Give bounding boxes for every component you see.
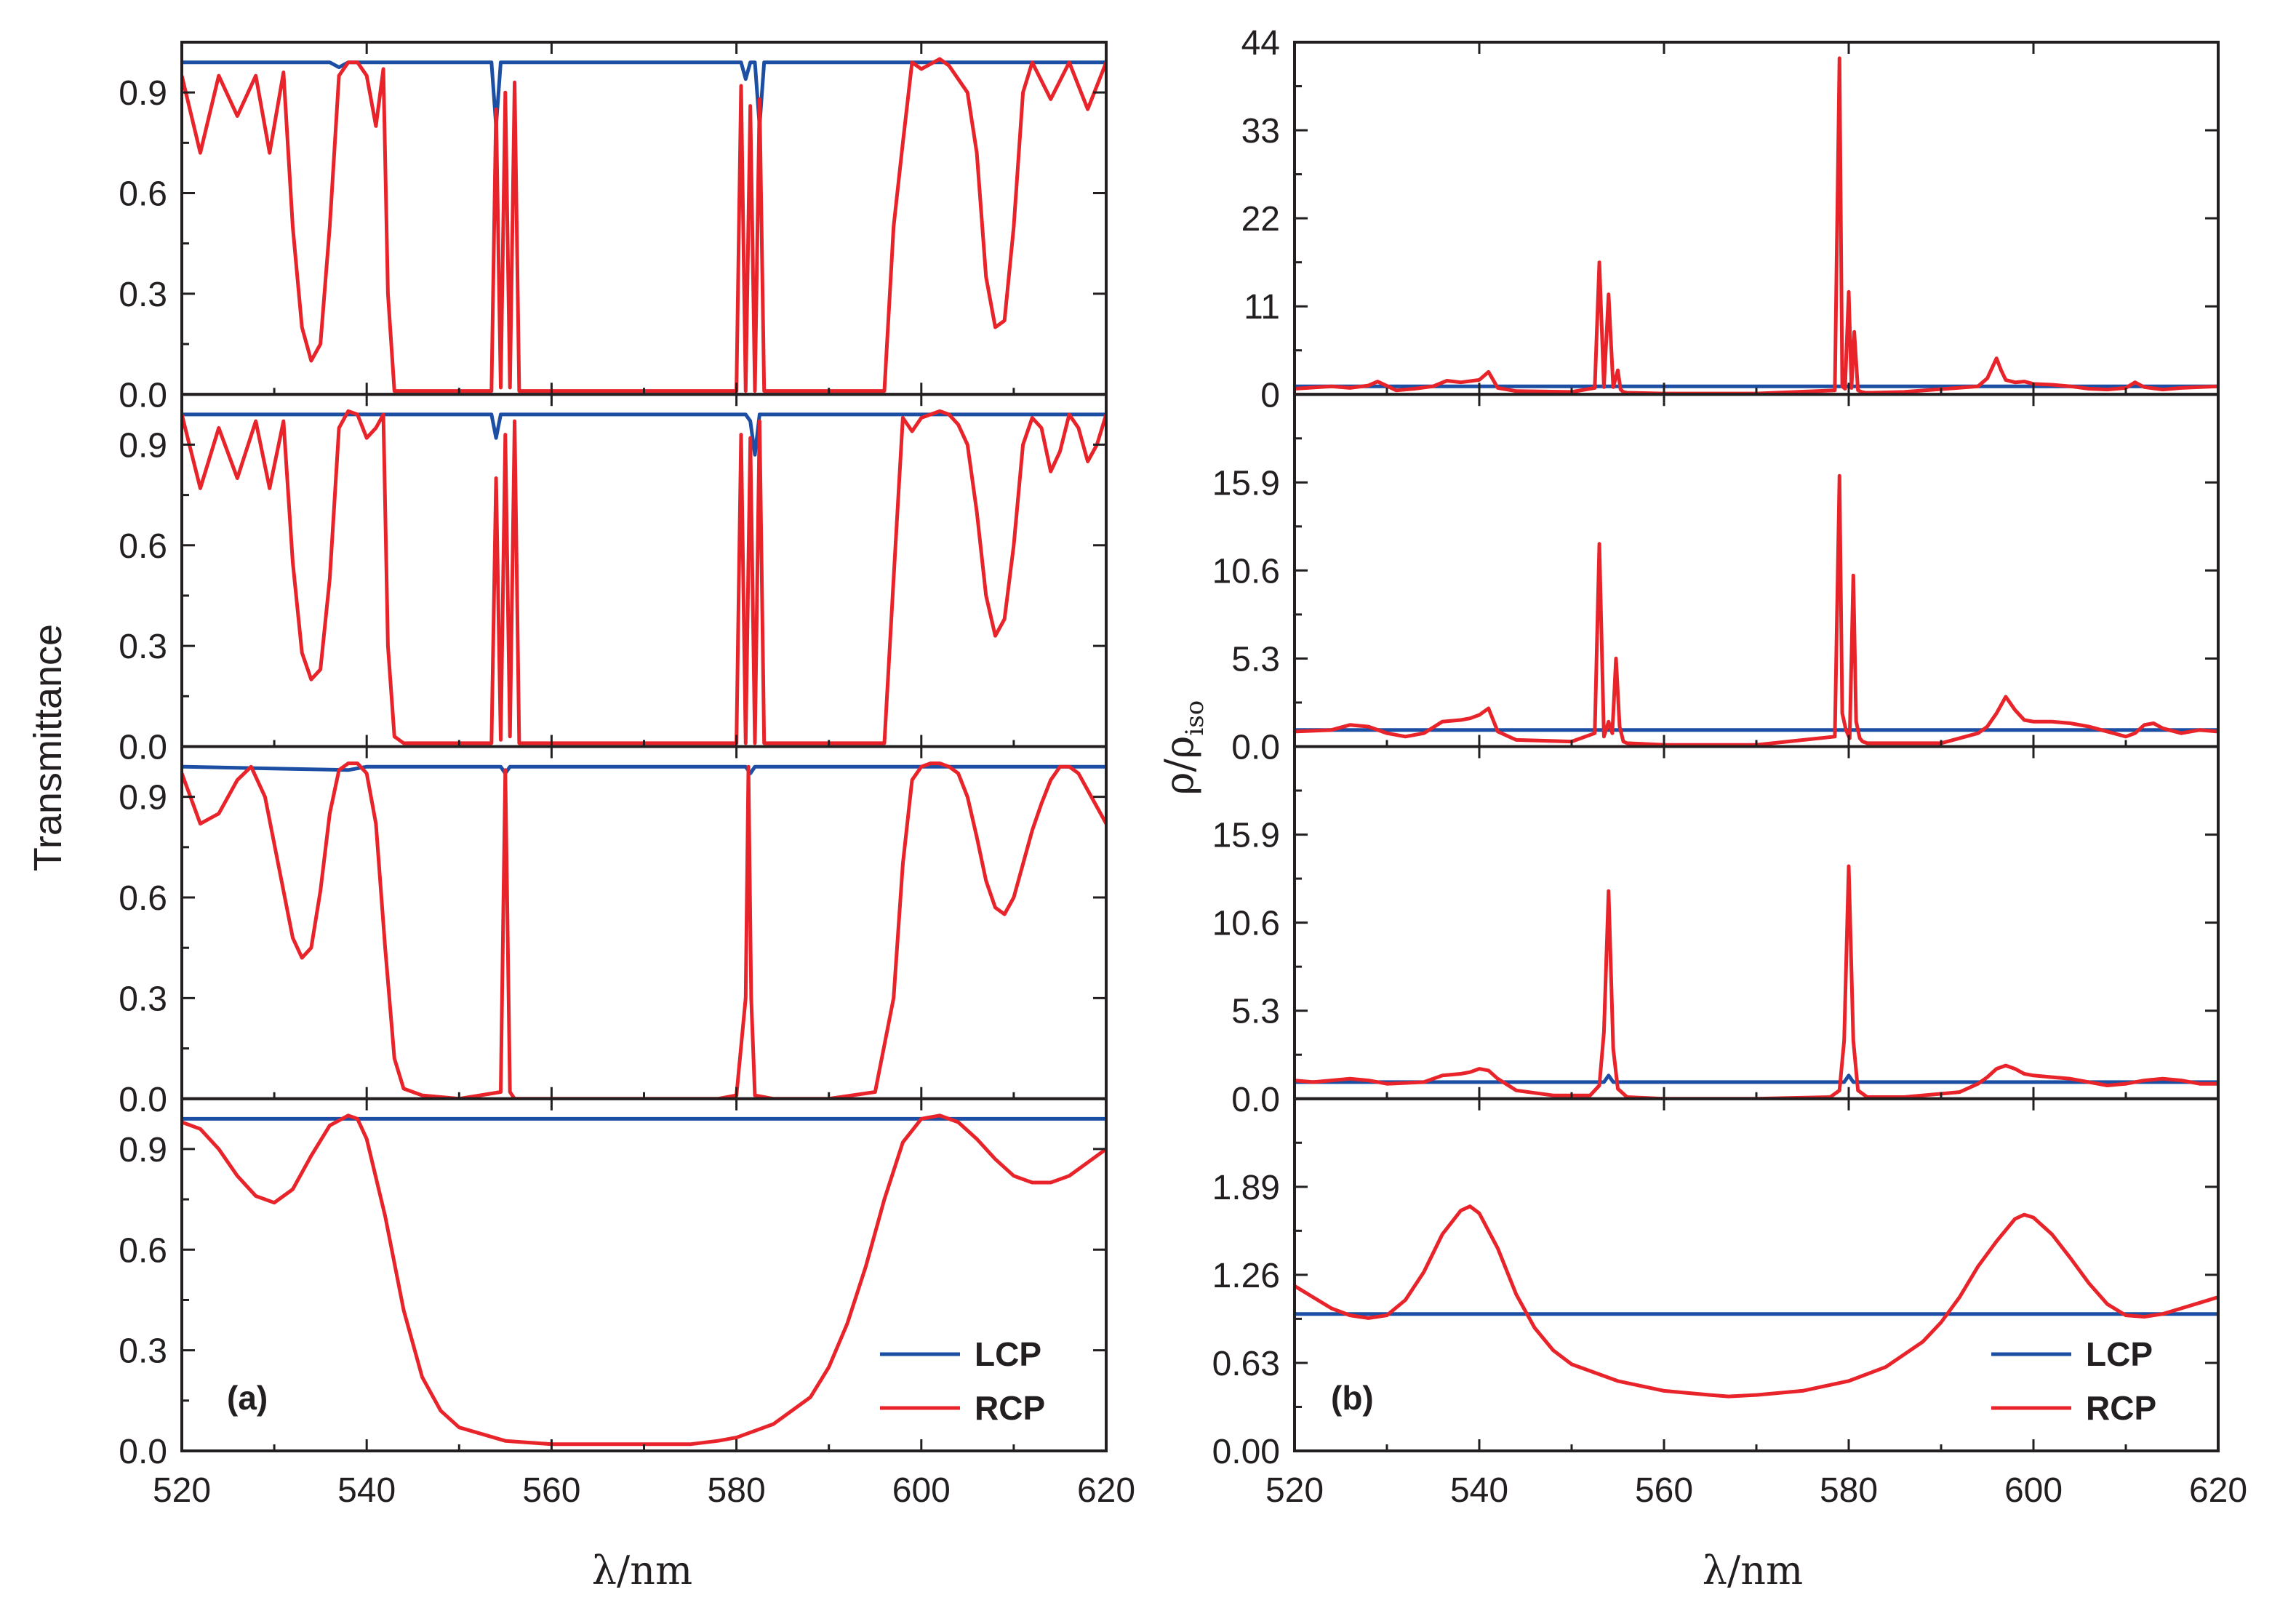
series-lcp-line (182, 764, 1106, 775)
series-rcp-line (182, 1113, 1106, 1447)
legend-b-rcp-label: RCP (2086, 1389, 2156, 1427)
y-tick-label: 0.3 (119, 276, 167, 314)
panel-b-ylabel-main: ρ/ρ (1156, 736, 1202, 796)
panel-b-xlabel: λ/nm (1703, 1548, 1803, 1593)
panel-a-subplot-3: 0.0 0.3 0.6 0.9 (119, 745, 1108, 1119)
y-tick-label: 11 (1244, 288, 1280, 327)
y-tick-label: 1.89 (1212, 1169, 1280, 1207)
y-tick-label: 1.26 (1212, 1257, 1280, 1295)
x-tick-label: 560 (522, 1471, 580, 1510)
y-tick-label: 0.63 (1212, 1345, 1280, 1383)
x-tick-label: 580 (708, 1471, 766, 1510)
y-tick-label: 33 (1241, 112, 1280, 151)
y-tick-label: 15.9 (1212, 817, 1280, 855)
y-tick-label: 0.6 (119, 175, 167, 214)
x-tick-label: 520 (1265, 1471, 1324, 1510)
panel-a-subplot-1: 0.0 0.3 0.6 0.9 (119, 41, 1108, 415)
y-tick-label: 0.9 (119, 74, 167, 113)
subplot-frame (1293, 41, 2220, 396)
panel-a-label: (a) (227, 1379, 268, 1417)
series-rcp-line (182, 761, 1106, 1099)
y-tick-label: 0.9 (119, 779, 167, 817)
panel-a-legend: LCP RCP (880, 1335, 1045, 1427)
series-lcp-line (182, 412, 1106, 457)
y-tick-label: 0.9 (119, 426, 167, 465)
panel-a: 0.00.30.60.90.00.30.60.90.00.30.60.90.00… (119, 41, 1135, 1510)
x-tick-label: 560 (1635, 1471, 1693, 1510)
x-tick-label: 620 (1077, 1471, 1135, 1510)
x-tick-label: 600 (892, 1471, 951, 1510)
x-tick-label: 540 (1450, 1471, 1508, 1510)
y-tick-label: 0.0 (1231, 729, 1280, 767)
panel-b-legend: LCP RCP (1991, 1335, 2156, 1427)
subplot-frame (1293, 1097, 2220, 1452)
y-tick-label: 0.0 (119, 1081, 167, 1119)
panel-a-subplot-4: 0.0 0.3 0.6 0.9 (119, 1097, 1108, 1471)
y-tick-label: 0.0 (1231, 1081, 1280, 1119)
y-tick-label: 44 (1241, 24, 1280, 63)
y-tick-label: 22 (1241, 200, 1280, 239)
y-tick-label: 0.3 (119, 628, 167, 666)
legend-b-lcp-label: LCP (2086, 1335, 2153, 1373)
y-tick-label: 15.9 (1212, 464, 1280, 503)
subplot-frame (1293, 393, 2220, 748)
legend-a-lcp-label: LCP (975, 1335, 1041, 1373)
y-tick-label: 0.9 (119, 1131, 167, 1169)
series-rcp-line (1295, 864, 2218, 1099)
panel-a-xlabel: λ/nm (592, 1548, 692, 1593)
panel-b: 0112233440.05.310.615.90.05.310.615.90.0… (1212, 24, 2247, 1510)
legend-a-rcp-label: RCP (975, 1389, 1045, 1427)
x-tick-label: 620 (2189, 1471, 2247, 1510)
panel-b-subplot-1: 0 11 22 33 44 (1241, 24, 2220, 415)
subplot-frame (1293, 745, 2220, 1100)
panel-b-subplot-3: 0.0 5.3 10.6 15.9 (1212, 745, 2220, 1119)
y-tick-label: 5.3 (1231, 993, 1280, 1031)
y-tick-label: 0 (1260, 376, 1280, 415)
y-tick-label: 0.0 (119, 729, 167, 767)
series-rcp-line (182, 57, 1106, 393)
panel-a-subplot-2: 0.0 0.3 0.6 0.9 (119, 393, 1108, 767)
series-lcp-line (182, 60, 1106, 128)
y-tick-label: 0.6 (119, 879, 167, 918)
panel-b-ylabel: ρ/ρiso (1156, 700, 1209, 795)
series-lcp-line (1295, 1073, 2218, 1084)
y-tick-label: 10.6 (1212, 552, 1280, 591)
series-rcp-line (182, 409, 1106, 745)
y-tick-label: 0.00 (1212, 1433, 1280, 1471)
y-tick-label: 0.3 (119, 1332, 167, 1371)
y-tick-label: 10.6 (1212, 905, 1280, 943)
panel-b-subplot-2: 0.0 5.3 10.6 15.9 (1212, 393, 2220, 767)
x-tick-label: 580 (1820, 1471, 1878, 1510)
y-tick-label: 0.3 (119, 980, 167, 1018)
y-tick-label: 0.0 (119, 376, 167, 415)
y-tick-label: 0.6 (119, 527, 167, 566)
y-tick-label: 0.6 (119, 1231, 167, 1270)
panel-b-subplot-4: 0.00 0.63 1.26 1.89 (1212, 1097, 2220, 1471)
x-tick-label: 600 (2004, 1471, 2063, 1510)
x-tick-label: 520 (153, 1471, 211, 1510)
x-tick-label: 540 (337, 1471, 396, 1510)
series-rcp-line (1295, 473, 2218, 747)
y-tick-label: 5.3 (1231, 640, 1280, 679)
y-tick-label: 0.0 (119, 1433, 167, 1471)
series-rcp-line (1295, 56, 2218, 395)
panel-b-ylabel-sub: iso (1180, 700, 1209, 736)
panel-b-label: (b) (1331, 1379, 1374, 1417)
series-rcp-line (1295, 1204, 2218, 1399)
panel-a-ylabel: Transmittance (26, 624, 70, 871)
subplot-frame (180, 1097, 1108, 1452)
